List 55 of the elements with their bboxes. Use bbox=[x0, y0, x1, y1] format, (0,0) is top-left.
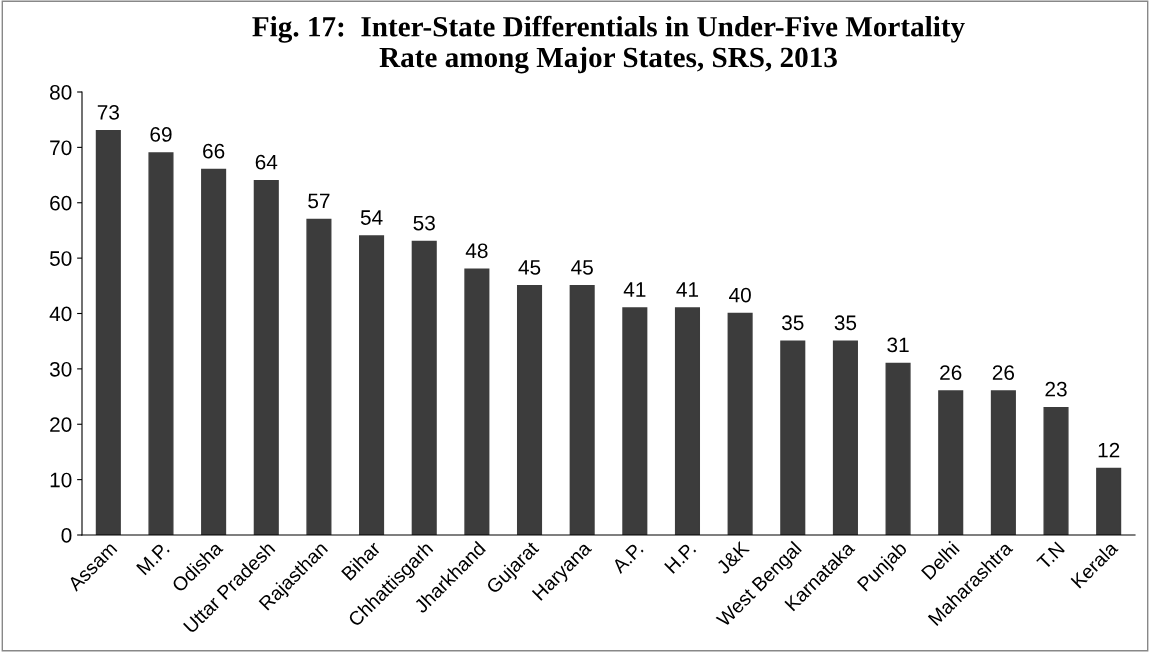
data-label: 26 bbox=[992, 365, 1015, 380]
data-label: 45 bbox=[518, 260, 541, 275]
data-label: 53 bbox=[413, 215, 435, 231]
data-label: 26 bbox=[940, 365, 962, 380]
data-label: 66 bbox=[203, 143, 225, 159]
bar bbox=[569, 285, 595, 535]
data-label: 23 bbox=[1045, 381, 1067, 397]
data-label: 35 bbox=[834, 315, 857, 331]
y-tick-label: 10 bbox=[50, 472, 72, 488]
data-label: 12 bbox=[1098, 442, 1120, 458]
x-tick-label: M.P. bbox=[136, 541, 170, 576]
bar bbox=[885, 362, 911, 535]
x-tick-label: H.P. bbox=[664, 541, 697, 574]
y-tick-label: 30 bbox=[49, 361, 72, 377]
data-label: 64 bbox=[255, 154, 278, 170]
data-label: 41 bbox=[676, 282, 699, 297]
bar bbox=[780, 340, 806, 535]
bar bbox=[464, 268, 490, 535]
data-label: 69 bbox=[150, 127, 172, 142]
y-tick-label: 80 bbox=[50, 85, 72, 100]
data-label: 73 bbox=[97, 104, 119, 120]
x-tick-label: A.P. bbox=[611, 541, 644, 575]
data-label: 45 bbox=[571, 260, 593, 275]
bar bbox=[674, 307, 701, 535]
data-label: 57 bbox=[308, 193, 330, 209]
bar bbox=[95, 130, 121, 535]
bar bbox=[411, 240, 437, 535]
y-tick-label: 0 bbox=[61, 528, 72, 543]
y-tick-label: 20 bbox=[50, 417, 72, 432]
data-label: 35 bbox=[781, 315, 804, 331]
bar bbox=[1043, 406, 1069, 535]
bar bbox=[938, 390, 964, 535]
y-tick-label: 40 bbox=[49, 306, 72, 322]
bar bbox=[622, 307, 648, 535]
data-label: 54 bbox=[360, 210, 383, 225]
data-label: 40 bbox=[729, 287, 751, 303]
data-label: 41 bbox=[623, 282, 646, 297]
bar bbox=[990, 390, 1016, 535]
bar bbox=[201, 168, 227, 535]
data-label: 31 bbox=[887, 337, 909, 353]
x-tick-label: J&K bbox=[715, 540, 751, 575]
data-label: 48 bbox=[465, 243, 488, 259]
x-tick-label: T.N bbox=[1036, 541, 1065, 571]
chart-title: Fig. 17: Inter-State Differentials in Under-Five Mortality Rate among Major States, SRS, 2013 bbox=[252, 15, 965, 74]
bar bbox=[832, 340, 858, 535]
bar bbox=[727, 312, 753, 535]
bar bbox=[359, 235, 385, 535]
bar bbox=[516, 285, 543, 535]
bar bbox=[253, 179, 279, 535]
bar bbox=[1096, 467, 1122, 535]
bar bbox=[148, 152, 174, 535]
bar bbox=[306, 218, 332, 535]
y-tick-label: 50 bbox=[49, 251, 72, 266]
y-tick-label: 60 bbox=[50, 195, 72, 211]
y-tick-label: 70 bbox=[50, 140, 72, 156]
